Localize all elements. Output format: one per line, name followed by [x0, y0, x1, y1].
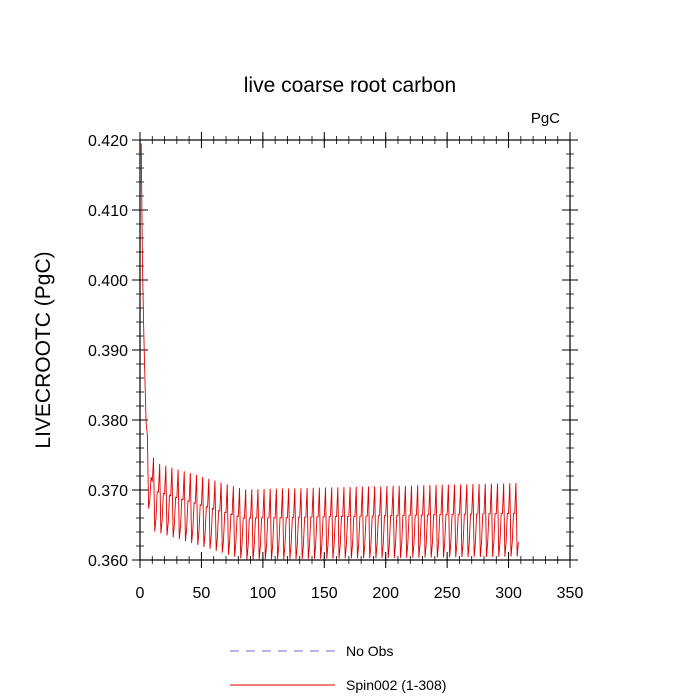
x-tick-label: 100: [250, 585, 277, 602]
x-tick-label: 350: [557, 585, 584, 602]
y-tick-label: 0.380: [88, 413, 128, 430]
legend-label-spin002: Spin002 (1-308): [346, 677, 446, 693]
y-tick-label: 0.400: [88, 273, 128, 290]
x-tick-label: 200: [372, 585, 399, 602]
y-tick-label: 0.370: [88, 483, 128, 500]
legend-label-no-obs: No Obs: [346, 643, 393, 659]
x-tick-label: 250: [434, 585, 461, 602]
y-tick-label: 0.360: [88, 553, 128, 570]
tick-labels: 0 50 100 150 200 250 300 350 0.360 0.370 0.380 0.39…: [88, 133, 583, 602]
x-tick-label: 50: [193, 585, 211, 602]
y-tick-label: 0.420: [88, 133, 128, 150]
x-tick-label: 300: [495, 585, 522, 602]
units-label: PgC: [531, 110, 560, 127]
y-tick-label: 0.390: [88, 343, 128, 360]
x-tick-label: 150: [311, 585, 338, 602]
legend: No Obs Spin002 (1-308): [230, 643, 446, 693]
plot-frame: [139, 139, 571, 561]
tick-marks: [132, 132, 578, 568]
series-layer: [140, 143, 519, 560]
y-tick-label: 0.410: [88, 203, 128, 220]
x-tick-label: 0: [136, 585, 145, 602]
chart-title: live coarse root carbon: [244, 74, 456, 97]
y-axis-label: LIVECROOTC (PgC): [32, 251, 55, 448]
series-line-spin002: [140, 143, 519, 560]
